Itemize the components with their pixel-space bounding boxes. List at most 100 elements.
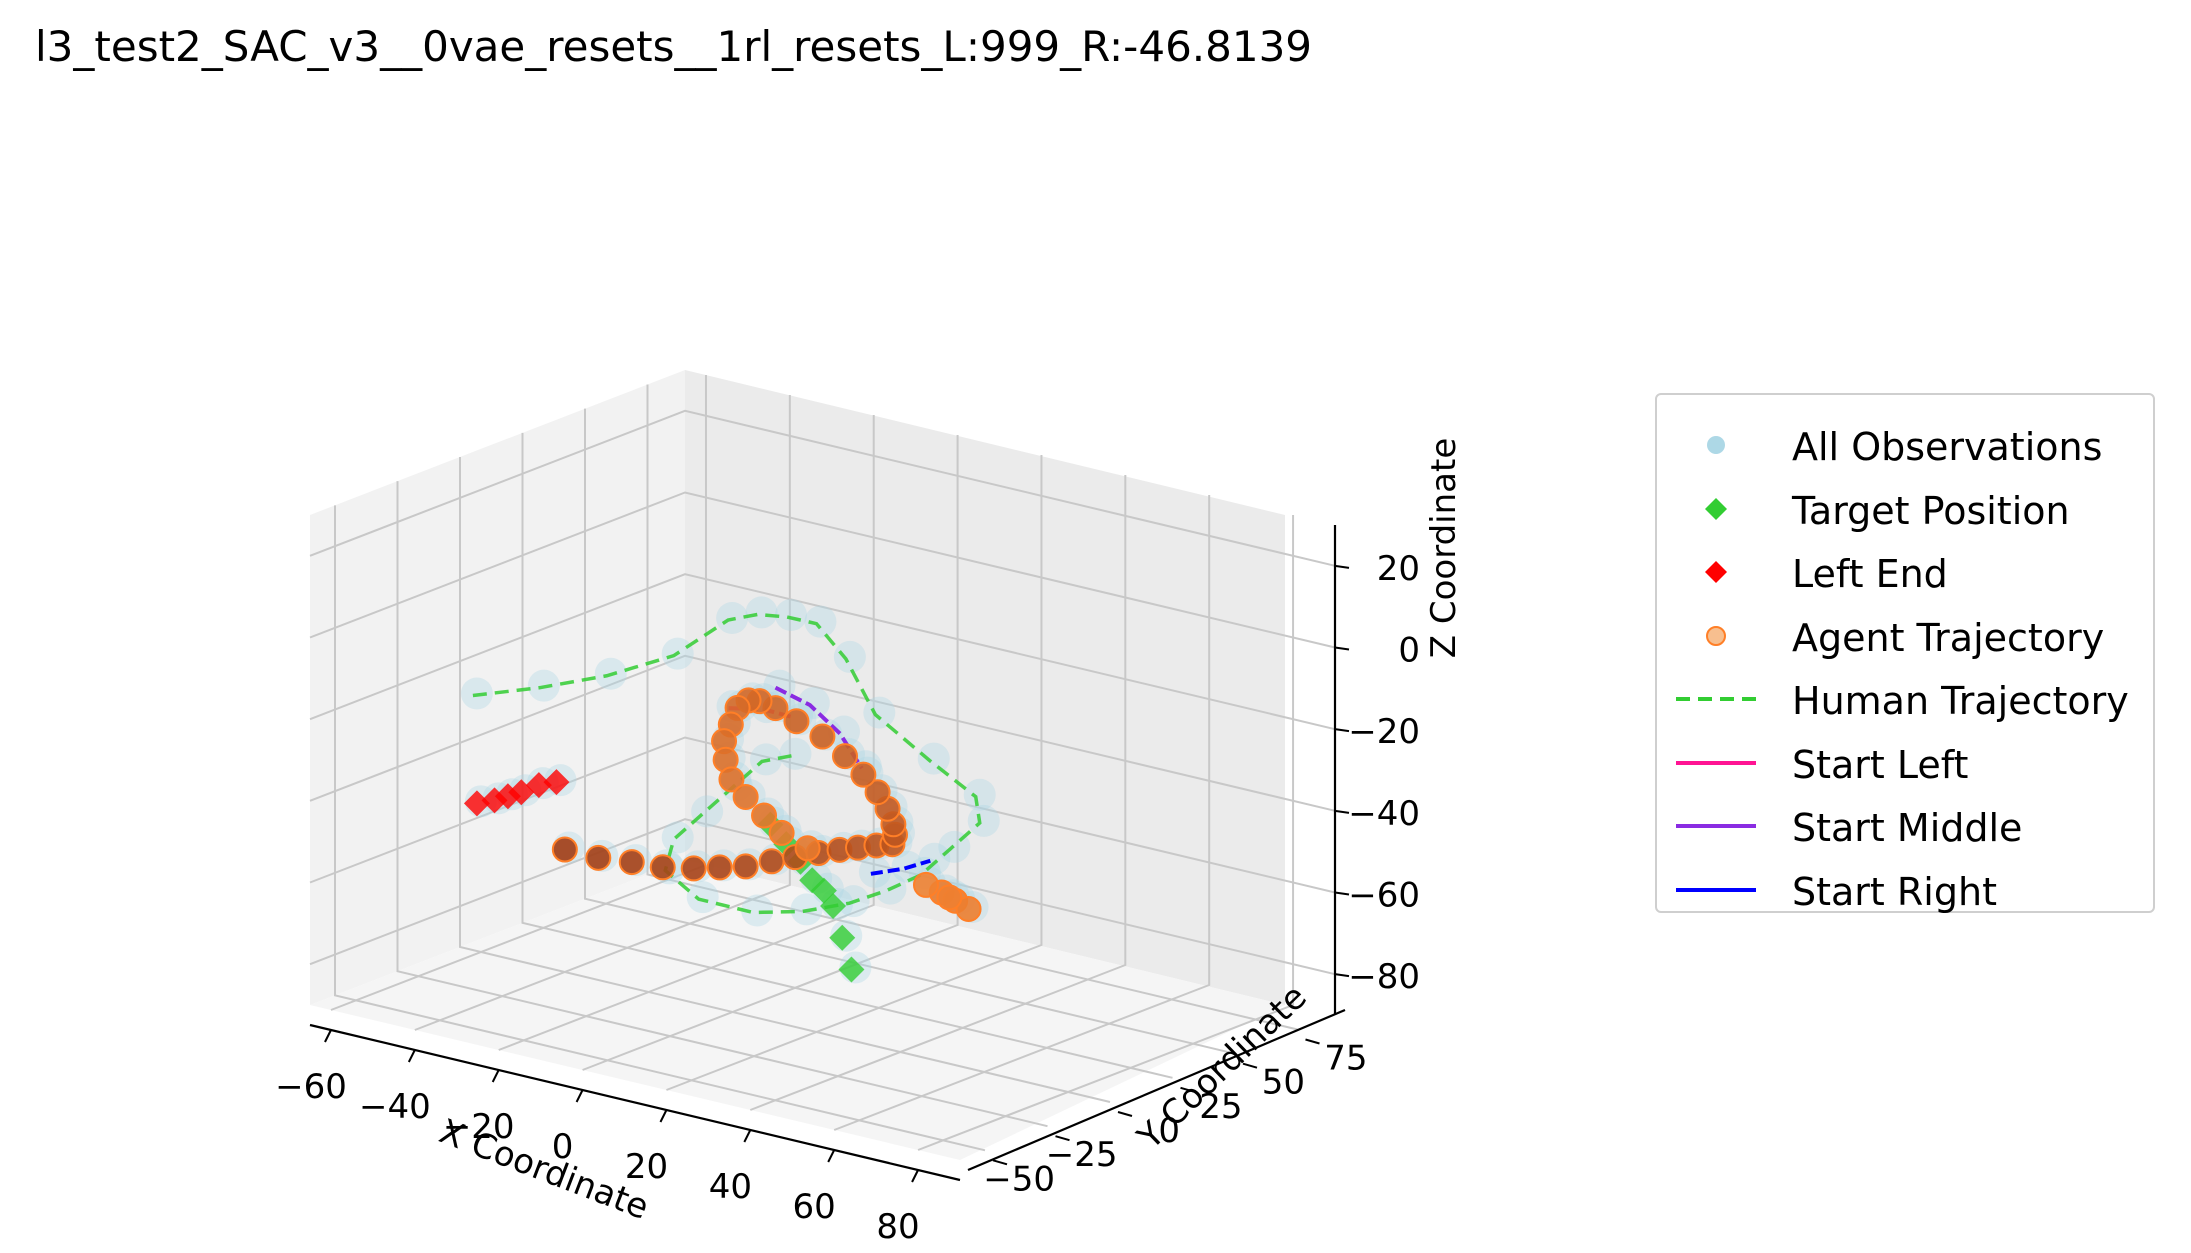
y-gridline <box>584 408 1236 1055</box>
z-tick-label: −80 <box>1348 957 1420 997</box>
observation-point <box>828 715 860 748</box>
y-gridline <box>459 457 1111 1103</box>
agent-trajectory-point <box>809 723 836 750</box>
y-tick <box>1305 1038 1320 1045</box>
legend-label: Agent Trajectory <box>1792 615 2105 660</box>
legend-label: Target Position <box>1792 488 2070 533</box>
z-tick-label: −20 <box>1348 712 1420 752</box>
y-tick <box>1055 1135 1070 1142</box>
axes-ticks: −60 −40 −20 0 20 40 60 80 −50−25 0 25 50 75 20 0 −20 −40… <box>275 549 1420 1247</box>
y-tick <box>992 1159 1008 1166</box>
x-gridline <box>833 495 1211 1131</box>
x-gridline <box>582 435 959 1071</box>
observation-point <box>797 686 830 719</box>
x-axis-label: X Coordinate <box>434 1112 654 1228</box>
target-position-marker <box>838 956 865 983</box>
agent-trajectory-point <box>649 854 676 881</box>
observation-point <box>741 894 774 927</box>
target-position-marker <box>829 924 856 951</box>
agent-trajectory-point <box>955 895 982 922</box>
y-tick-label: 50 <box>1262 1063 1305 1103</box>
x-tick <box>659 1109 668 1123</box>
legend-marker <box>1705 561 1727 583</box>
legend-marker <box>1676 697 1756 701</box>
legend-label: Start Right <box>1792 869 1997 914</box>
observation-point <box>833 640 866 673</box>
x-tick-label: 0 <box>552 1127 574 1167</box>
legend-label: All Observations <box>1792 425 2103 469</box>
x-gridline <box>498 415 875 1051</box>
x-tick-label: 40 <box>709 1167 752 1207</box>
agent-trajectory-point <box>768 819 795 846</box>
z-gridline <box>309 491 1336 649</box>
observation-point <box>763 669 796 702</box>
observation-point <box>686 881 719 914</box>
y-tick <box>1180 1086 1195 1093</box>
x-axis-line <box>309 1023 961 1182</box>
y-tick-label: 75 <box>1324 1039 1367 1079</box>
z-gridline <box>309 573 1336 731</box>
agent-trajectory-point <box>850 761 877 788</box>
legend-label: Left End <box>1792 552 1948 596</box>
legend-marker <box>1676 760 1756 765</box>
agent-trajectory-point <box>718 766 745 793</box>
start-right-line <box>870 858 931 876</box>
z-tick <box>1334 564 1350 569</box>
agent-trajectory-point <box>732 783 759 810</box>
legend-marker <box>1676 887 1756 892</box>
agent-trajectory-point <box>618 849 645 876</box>
z-tick <box>1334 809 1350 814</box>
x-tick-label: 80 <box>876 1207 919 1247</box>
observation-point <box>779 737 812 770</box>
data-layer <box>460 596 1000 984</box>
z-tick <box>1334 728 1350 733</box>
axes-lines <box>309 525 1346 1182</box>
left-end-marker <box>543 769 570 796</box>
z-gridline <box>309 409 1336 567</box>
legend-label: Start Middle <box>1792 806 2023 850</box>
y-gridline <box>521 432 1173 1079</box>
x-tick <box>743 1129 752 1143</box>
x-gridline <box>917 515 1295 1151</box>
z-tick <box>1334 973 1350 978</box>
y-tick-label: −25 <box>1046 1135 1118 1175</box>
z-tick-label: −60 <box>1348 876 1420 916</box>
agent-trajectory-point <box>783 708 810 735</box>
x-tick <box>911 1169 919 1183</box>
x-tick-label: 20 <box>625 1147 668 1187</box>
legend-item: Left End <box>1657 540 2153 604</box>
legend-marker <box>1676 824 1756 828</box>
legend-item: Agent Trajectory <box>1657 604 2153 668</box>
agent-trajectory-point <box>758 848 785 875</box>
legend-item: Target Position <box>1657 477 2153 541</box>
agent-trajectory-point <box>751 802 778 829</box>
y-gridline <box>334 505 986 1152</box>
agent-trajectory-point <box>680 855 707 882</box>
left-end-marker <box>463 790 490 817</box>
x-gridline <box>749 475 1127 1111</box>
agent-trajectory-point <box>864 779 891 806</box>
agent-trajectory-point <box>794 835 821 862</box>
z-tick-label: 20 <box>1377 549 1420 589</box>
z-tick-label: 0 <box>1398 631 1420 671</box>
human-trajectory-line <box>472 612 982 915</box>
z-tick-label: −40 <box>1348 794 1420 834</box>
x-gridline <box>414 395 791 1031</box>
axes-grid <box>309 375 1336 1152</box>
z-gridline <box>309 736 1336 894</box>
legend-item: All Observations <box>1657 413 2153 477</box>
x-tick-label: 60 <box>793 1187 836 1227</box>
x-tick-label: −20 <box>443 1107 515 1147</box>
legend: All Observations Target Position Left End A… <box>1655 393 2155 914</box>
legend-marker <box>1705 497 1727 520</box>
legend-item: Start Left <box>1657 731 2153 795</box>
x-tick <box>324 1029 332 1043</box>
y-tick-label: 25 <box>1199 1087 1242 1127</box>
agent-trajectory-point <box>706 854 733 881</box>
x-tick <box>827 1149 836 1163</box>
x-tick-label: −60 <box>275 1067 347 1107</box>
z-gridline <box>309 654 1336 812</box>
observation-point <box>775 599 808 631</box>
legend-marker <box>1706 625 1726 646</box>
